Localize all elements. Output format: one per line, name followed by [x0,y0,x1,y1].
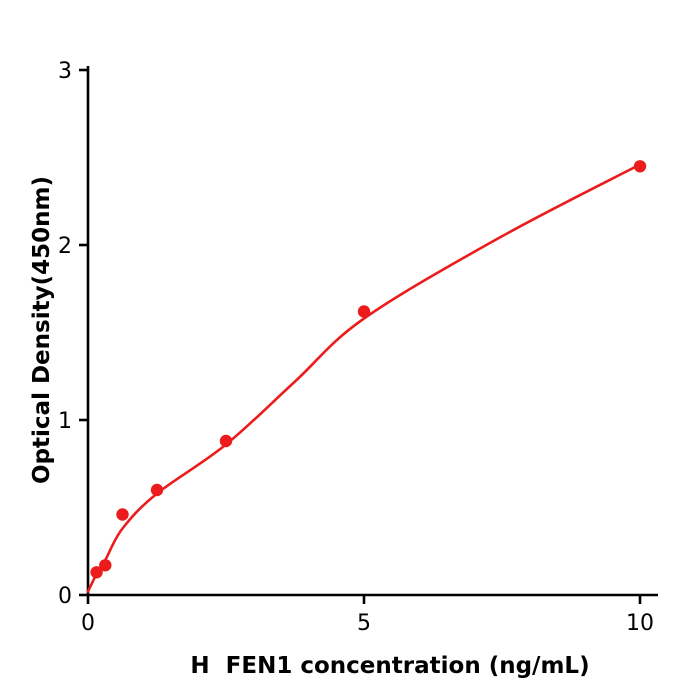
y-tick-label: 2 [58,234,72,259]
y-tick-label: 3 [58,59,72,84]
data-point [99,559,112,572]
data-point [116,508,129,521]
y-tick-label: 1 [58,409,72,434]
data-point [150,483,164,497]
x-tick-label: 0 [81,611,95,636]
y-axis-label: Optical Density(450nm) [29,176,55,484]
data-point [633,160,647,173]
data-point [90,566,103,579]
x-axis-label: H FEN1 concentration (ng/mL) [190,653,590,679]
data-point [357,305,371,318]
data-point [219,434,233,448]
y-tick-label: 0 [58,584,72,609]
x-tick-label: 5 [357,611,371,636]
x-tick-label: 10 [626,611,654,636]
fit-curve [86,163,642,593]
